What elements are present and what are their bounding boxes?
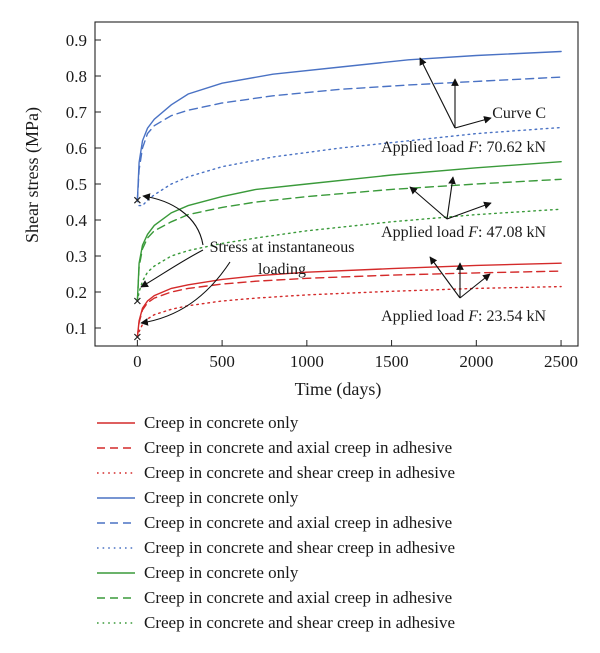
annotation-curved-arrow: [140, 261, 231, 326]
series-line-5: [136, 76, 562, 201]
series-line-1: [136, 262, 562, 338]
x-tick-label: 1500: [375, 352, 409, 371]
instantaneous-point-marker: [133, 333, 141, 341]
y-axis-title: Shear stress (MPa): [22, 107, 43, 243]
x-tick-label: 1000: [290, 352, 324, 371]
annotation-arrow: [459, 273, 491, 299]
annotation-arrow: [454, 116, 492, 129]
annotation-arrow: [429, 256, 461, 299]
annotation-stress-instantaneous-line1: Stress at instantaneous: [210, 239, 355, 256]
plot-frame: [94, 21, 579, 347]
annotation-arrow: [409, 186, 448, 220]
y-tick-label: 0.9: [66, 31, 87, 50]
annotation-arrow: [446, 176, 456, 220]
annotation-arrow: [419, 57, 456, 129]
x-tick-label: 2000: [459, 352, 493, 371]
axis-ticks: 0 500 1000 1500 2000 2500 0.1 0.2 0.3 0.4 0.5 0.6 0.…: [66, 31, 578, 371]
series-line-3: [136, 285, 562, 338]
annotation-arrow: [446, 201, 492, 220]
instantaneous-point-marker: [133, 196, 141, 204]
legend-swatch: [97, 546, 135, 549]
y-tick-label: 0.2: [66, 283, 87, 302]
annotation-load-47: Applied load F: 47.08 kN: [381, 224, 546, 241]
legend-item: Creep in concrete and axial creep in adh…: [96, 510, 455, 535]
x-tick-label: 2500: [544, 352, 578, 371]
annotation-curved-arrow: [142, 193, 204, 246]
chart-legend: Creep in concrete only Creep in concrete …: [96, 410, 455, 635]
series-line-6: [136, 126, 562, 207]
legend-item: Creep in concrete and shear creep in adh…: [96, 610, 455, 635]
series-line-8: [136, 178, 562, 302]
annotation-load-70: Applied load F: 70.62 kN: [381, 139, 546, 156]
annotation-stress-instantaneous-line2: loading: [258, 261, 306, 278]
legend-label: Creep in concrete and axial creep in adh…: [144, 512, 453, 532]
legend-swatch: [97, 421, 135, 424]
legend-label: Creep in concrete and axial creep in adh…: [144, 587, 453, 607]
legend-item: Creep in concrete and axial creep in adh…: [96, 435, 455, 460]
legend-swatch: [97, 471, 135, 474]
legend-label: Creep in concrete and axial creep in adh…: [144, 437, 453, 457]
series-line-7: [136, 160, 562, 302]
y-tick-label: 0.3: [66, 247, 87, 266]
y-tick-label: 0.6: [66, 139, 87, 158]
x-axis-title: Time (days): [295, 379, 382, 400]
legend-swatch: [97, 521, 135, 524]
legend-item: Creep in concrete and axial creep in adh…: [96, 585, 455, 610]
shear-stress-chart: 0 500 1000 1500 2000 2500 0.1 0.2 0.3 0.4 0.5 0.6 0.…: [22, 21, 579, 400]
y-tick-label: 0.5: [66, 175, 87, 194]
y-tick-label: 0.4: [66, 211, 88, 230]
legend-label: Creep in concrete only: [144, 487, 299, 507]
instantaneous-markers: [133, 196, 141, 341]
legend-label: Creep in concrete and shear creep in adh…: [144, 462, 456, 482]
annotation-curve-c: Curve C: [492, 105, 546, 122]
legend-swatch: [97, 596, 135, 599]
legend-swatch: [97, 446, 135, 449]
legend-label: Creep in concrete only: [144, 562, 299, 582]
series-layer: [136, 50, 562, 338]
y-tick-label: 0.7: [66, 103, 88, 122]
y-tick-label: 0.8: [66, 67, 87, 86]
legend-item: Creep in concrete only: [96, 485, 455, 510]
instantaneous-point-marker: [133, 297, 141, 305]
x-tick-label: 500: [209, 352, 235, 371]
series-line-4: [136, 50, 562, 201]
annotation-load-23: Applied load F: 23.54 kN: [381, 308, 546, 325]
x-tick-label: 0: [133, 352, 142, 371]
legend-label: Creep in concrete and shear creep in adh…: [144, 612, 456, 632]
legend-swatch: [97, 571, 135, 574]
legend-item: Creep in concrete and shear creep in adh…: [96, 460, 455, 485]
legend-label: Creep in concrete only: [144, 412, 299, 432]
series-line-2: [136, 270, 562, 338]
legend-item: Creep in concrete only: [96, 560, 455, 585]
y-tick-label: 0.1: [66, 319, 87, 338]
plot-border: [94, 21, 579, 347]
legend-label: Creep in concrete and shear creep in adh…: [144, 537, 456, 557]
annotation-arrows: [140, 57, 492, 326]
legend-swatch: [97, 621, 135, 624]
annotation-curved-arrow: [140, 249, 204, 288]
legend-item: Creep in concrete and shear creep in adh…: [96, 535, 455, 560]
legend-swatch: [97, 496, 135, 499]
legend-item: Creep in concrete only: [96, 410, 455, 435]
